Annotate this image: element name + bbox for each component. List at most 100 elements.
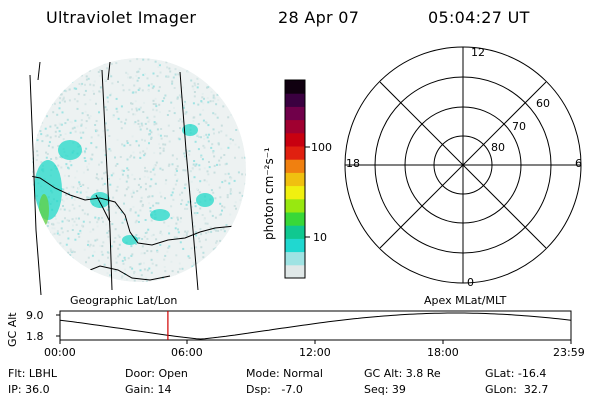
- uv-speckle: [208, 69, 211, 72]
- uv-speckle: [53, 272, 56, 275]
- uv-speckle: [120, 211, 123, 214]
- uv-speckle: [149, 185, 152, 188]
- uv-speckle: [173, 236, 176, 239]
- uv-speckle: [84, 89, 87, 92]
- uv-speckle: [154, 97, 157, 100]
- uv-speckle: [115, 261, 118, 264]
- uv-speckle: [211, 70, 214, 73]
- uv-speckle: [210, 146, 213, 149]
- uv-speckle: [98, 90, 101, 93]
- uv-speckle: [146, 231, 148, 234]
- uv-speckle: [164, 197, 166, 200]
- uv-speckle: [47, 144, 50, 147]
- uv-speckle: [73, 283, 75, 285]
- uv-speckle: [192, 88, 195, 91]
- uv-speckle: [61, 231, 64, 234]
- uv-speckle: [154, 60, 157, 63]
- uv-speckle: [182, 106, 185, 109]
- uv-speckle: [241, 255, 244, 258]
- uv-speckle: [132, 191, 135, 194]
- uv-speckle: [50, 102, 53, 105]
- uv-speckle: [32, 237, 34, 240]
- uv-speckle: [84, 160, 87, 162]
- uv-speckle: [33, 72, 36, 75]
- uv-speckle: [203, 167, 206, 170]
- uv-speckle: [65, 77, 68, 80]
- uv-speckle: [44, 258, 47, 261]
- uv-speckle: [218, 261, 221, 264]
- uv-speckle: [86, 165, 88, 168]
- uv-speckle: [125, 118, 128, 121]
- uv-speckle: [247, 158, 249, 160]
- uv-speckle: [141, 124, 144, 127]
- uv-speckle: [164, 270, 167, 273]
- uv-speckle: [139, 128, 142, 131]
- uv-speckle: [182, 62, 185, 65]
- uv-speckle: [171, 82, 174, 85]
- uv-speckle: [53, 248, 56, 250]
- uv-speckle: [194, 84, 197, 87]
- uv-speckle: [159, 71, 162, 74]
- uv-speckle: [249, 194, 251, 196]
- uv-speckle: [57, 74, 60, 76]
- uv-speckle: [231, 82, 234, 85]
- uv-speckle: [175, 236, 178, 239]
- uv-speckle: [121, 84, 124, 87]
- uv-speckle: [210, 263, 213, 266]
- uv-speckle: [174, 227, 177, 230]
- uv-speckle: [177, 270, 180, 273]
- uv-speckle: [62, 205, 64, 207]
- uv-speckle: [184, 169, 187, 172]
- uv-speckle: [35, 219, 38, 221]
- uv-speckle: [249, 63, 251, 65]
- uv-speckle: [202, 256, 205, 259]
- uv-speckle: [218, 263, 221, 266]
- uv-speckle: [144, 73, 147, 76]
- uv-speckle: [200, 154, 203, 157]
- uv-speckle: [211, 67, 214, 70]
- uv-speckle: [65, 165, 68, 168]
- uv-speckle: [156, 128, 159, 131]
- uv-speckle: [70, 250, 73, 253]
- uv-speckle: [110, 92, 113, 95]
- uv-speckle: [71, 229, 74, 231]
- uv-speckle: [51, 233, 54, 236]
- uv-speckle: [215, 262, 218, 265]
- uv-speckle: [61, 198, 64, 201]
- uv-speckle: [152, 99, 155, 102]
- uv-speckle: [92, 84, 95, 87]
- uv-speckle: [154, 103, 157, 106]
- uv-speckle: [190, 200, 193, 203]
- uv-speckle: [193, 91, 196, 93]
- uv-speckle: [219, 239, 222, 242]
- uv-speckle: [147, 196, 150, 199]
- uv-speckle: [204, 222, 207, 225]
- uv-speckle: [48, 104, 51, 106]
- uv-speckle: [63, 208, 66, 211]
- time-tick-1800: 18:00: [427, 346, 459, 359]
- uv-speckle: [245, 139, 246, 142]
- uv-speckle: [137, 214, 140, 217]
- uv-speckle: [208, 161, 210, 163]
- uv-speckle: [241, 156, 244, 159]
- mlt-label-12: 12: [471, 46, 485, 59]
- uv-speckle: [131, 108, 133, 111]
- uv-speckle: [158, 103, 161, 106]
- uv-speckle: [61, 99, 64, 102]
- uv-speckle: [71, 203, 74, 206]
- uv-speckle: [88, 221, 91, 224]
- uv-speckle: [185, 234, 188, 237]
- uv-speckle: [89, 115, 92, 118]
- uv-speckle: [246, 270, 248, 272]
- uv-speckle: [138, 125, 141, 128]
- uv-speckle: [189, 190, 192, 193]
- uv-speckle: [47, 221, 50, 224]
- uv-speckle: [131, 253, 134, 256]
- uv-speckle: [92, 56, 94, 58]
- uv-speckle: [149, 129, 152, 132]
- uv-speckle: [236, 105, 239, 108]
- uv-speckle: [121, 275, 124, 278]
- uv-speckle: [32, 270, 33, 273]
- uv-speckle: [95, 102, 97, 105]
- uv-speckle: [197, 103, 200, 106]
